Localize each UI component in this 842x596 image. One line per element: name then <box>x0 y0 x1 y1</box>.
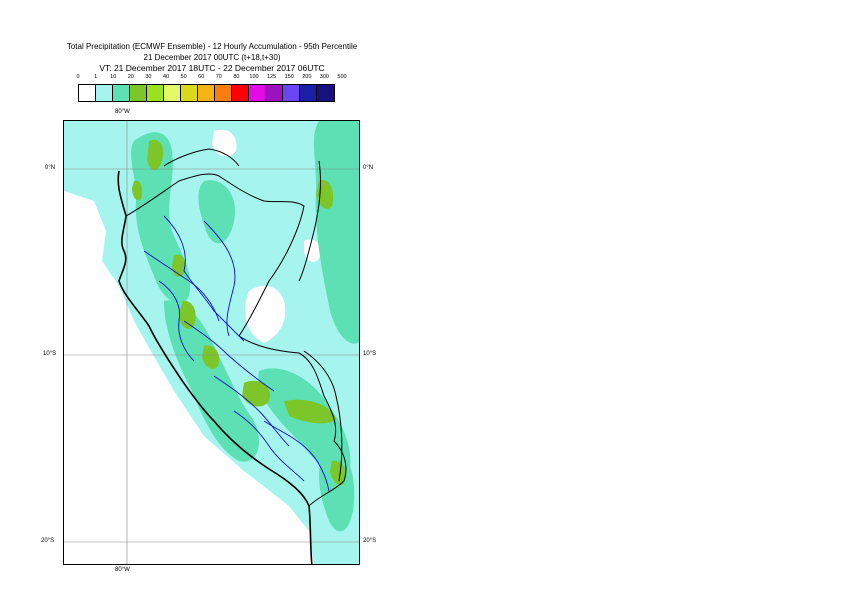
lat-label-right-mid: 10°S <box>363 351 377 357</box>
scale-label: 200 <box>302 74 312 80</box>
precip-none-patch <box>304 239 321 263</box>
coastline <box>117 170 313 564</box>
scale-label: 125 <box>267 74 277 80</box>
scale-swatch <box>164 85 181 101</box>
scale-label: 300 <box>319 74 329 80</box>
national-border <box>125 173 347 507</box>
lat-label-left-mid: 10°S <box>43 351 57 357</box>
scale-swatch <box>283 85 300 101</box>
scale-label: 60 <box>198 74 205 80</box>
scale-label: 0 <box>76 74 80 80</box>
regional-boundary <box>158 280 195 362</box>
lon-label-bottom: 80°W <box>115 567 130 573</box>
scale-label: 50 <box>180 74 187 80</box>
scale-swatch <box>249 85 266 101</box>
regional-boundary <box>233 410 305 482</box>
lat-label-left-south: 20°S <box>41 538 55 544</box>
scale-label: 20 <box>127 74 134 80</box>
scale-swatch <box>266 85 283 101</box>
precip-heavy-core <box>242 380 270 407</box>
chart-title: Total Precipitation (ECMWF Ensemble) - 1… <box>66 42 358 51</box>
scale-swatch <box>79 85 96 101</box>
chart-run-time: 21 December 2017 00UTC (t+18,t+30) <box>143 53 281 62</box>
precip-heavy-core <box>147 139 164 171</box>
scale-label: 1 <box>94 74 98 80</box>
precip-heavy-core <box>179 300 196 329</box>
scale-label: 70 <box>215 74 222 80</box>
scale-swatch <box>147 85 164 101</box>
regional-boundary <box>263 420 330 492</box>
precip-medium-area <box>198 180 235 244</box>
precip-heavy-core <box>132 180 143 201</box>
scale-label: 40 <box>162 74 170 80</box>
precip-medium-area <box>164 300 259 462</box>
regional-boundary <box>183 320 275 392</box>
national-border <box>163 148 240 167</box>
scale-label: 30 <box>145 74 152 80</box>
precip-heavy-core <box>202 345 220 369</box>
precip-none-patch <box>212 129 237 157</box>
scale-swatch <box>232 85 249 101</box>
lat-label-right-south: 20°S <box>363 538 377 544</box>
chart-valid-time: VT: 21 December 2017 18UTC - 22 December… <box>99 63 325 73</box>
lat-label-right-north: 0°N <box>363 165 374 171</box>
lat-label-left-north: 0°N <box>45 165 56 171</box>
national-border <box>298 160 321 282</box>
lon-label-top: 80°W <box>115 109 130 115</box>
precip-heavy-core <box>330 460 346 486</box>
national-border <box>303 350 343 482</box>
chart-title-block: Total Precipitation (ECMWF Ensemble) - 1… <box>0 41 424 74</box>
precip-none-patch <box>244 285 286 343</box>
regional-boundary <box>163 215 245 342</box>
regional-boundary <box>213 375 290 447</box>
scale-label: 10 <box>110 74 117 80</box>
color-scale-bar <box>78 84 335 102</box>
precip-heavy-core <box>284 399 336 424</box>
scale-swatch <box>130 85 147 101</box>
map-canvas <box>64 121 359 564</box>
scale-swatch <box>215 85 232 101</box>
scale-swatch <box>300 85 317 101</box>
scale-swatch <box>181 85 198 101</box>
color-scale-labels: 0 1 10 20 30 40 50 60 70 80 100 125 150 200 300 500 <box>72 74 362 84</box>
scale-swatch <box>198 85 215 101</box>
regional-boundary <box>143 250 220 322</box>
regional-boundary <box>203 220 236 337</box>
scale-swatch <box>113 85 130 101</box>
precipitation-map <box>63 120 360 565</box>
precip-medium-area <box>318 450 355 532</box>
scale-label: 80 <box>233 74 240 80</box>
scale-swatch <box>96 85 113 101</box>
scale-swatch <box>317 85 334 101</box>
scale-label: 100 <box>249 74 259 80</box>
precip-medium-area <box>313 121 359 344</box>
scale-label: 500 <box>337 74 347 80</box>
scale-label: 150 <box>284 74 294 80</box>
